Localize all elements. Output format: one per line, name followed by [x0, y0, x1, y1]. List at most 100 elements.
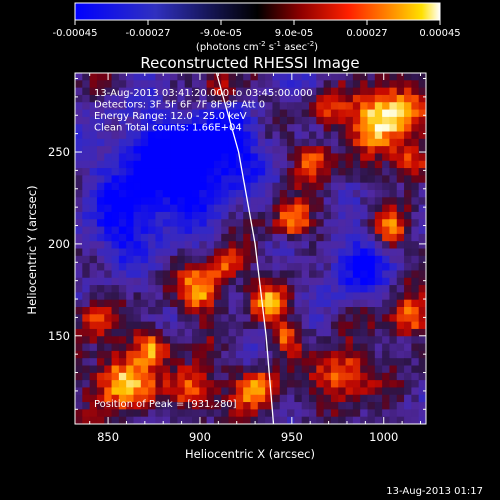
heatmap-cell — [309, 387, 317, 396]
heatmap-cell — [272, 131, 281, 140]
heatmap-cell — [170, 160, 178, 169]
heatmap-cell — [294, 277, 303, 286]
heatmap-cell — [360, 394, 368, 403]
heatmap-cell — [418, 270, 426, 279]
heatmap-cell — [257, 160, 266, 169]
heatmap-cell — [382, 365, 390, 374]
heatmap-cell — [89, 314, 98, 323]
heatmap-cell — [96, 131, 105, 140]
heatmap-cell — [199, 270, 208, 279]
heatmap-cell — [126, 197, 134, 206]
heatmap-cell — [162, 94, 171, 103]
heatmap-cell — [382, 102, 390, 110]
heatmap-cell — [155, 102, 164, 110]
heatmap-cell — [126, 73, 134, 81]
heatmap-cell — [170, 102, 178, 110]
heatmap-cell — [140, 87, 149, 96]
heatmap-cell — [294, 321, 303, 330]
heatmap-cell — [192, 160, 200, 169]
heatmap-cell — [301, 175, 310, 184]
heatmap-cell — [170, 372, 178, 381]
heatmap-cell — [184, 233, 193, 242]
heatmap-cell — [126, 168, 134, 176]
heatmap-cell — [294, 285, 303, 293]
heatmap-cell — [330, 219, 339, 227]
heatmap-cell — [177, 285, 186, 293]
heatmap-cell — [309, 358, 317, 366]
heatmap-cell — [170, 270, 178, 279]
heatmap-cell — [382, 87, 390, 96]
heatmap-cell — [140, 394, 149, 403]
heatmap-cell — [287, 124, 295, 132]
heatmap-cell — [396, 380, 405, 388]
heatmap-cell — [294, 263, 303, 271]
heatmap-cell — [96, 416, 105, 424]
heatmap-cell — [301, 73, 310, 81]
heatmap-cell — [330, 270, 339, 279]
heatmap-cell — [279, 80, 288, 89]
heatmap-cell — [96, 175, 105, 184]
heatmap-cell — [228, 380, 237, 388]
heatmap-cell — [155, 328, 164, 337]
heatmap-cell — [287, 255, 295, 264]
heatmap-cell — [155, 380, 164, 388]
heatmap-cell — [287, 197, 295, 206]
heatmap-cell — [126, 314, 134, 323]
heatmap-cell — [96, 321, 105, 330]
heatmap-cell — [374, 365, 383, 374]
heatmap-cell — [360, 211, 368, 220]
heatmap-cell — [184, 299, 193, 308]
heatmap-cell — [382, 233, 390, 242]
heatmap-cell — [360, 182, 368, 191]
heatmap-cell — [126, 307, 134, 315]
heatmap-cell — [330, 87, 339, 96]
heatmap-cell — [294, 255, 303, 264]
heatmap-cell — [118, 321, 127, 330]
heatmap-cell — [389, 87, 398, 96]
heatmap-cell — [228, 285, 237, 293]
heatmap-cell — [309, 409, 317, 418]
heatmap-cell — [309, 416, 317, 424]
heatmap-cell — [411, 168, 420, 176]
heatmap-cell — [272, 270, 281, 279]
heatmap-cell — [382, 314, 390, 323]
heatmap-cell — [301, 409, 310, 418]
heatmap-cell — [382, 109, 390, 118]
heatmap-cell — [96, 350, 105, 359]
heatmap-cell — [199, 255, 208, 264]
heatmap-cell — [82, 190, 91, 198]
heatmap-cell — [243, 226, 251, 235]
heatmap-cell — [111, 153, 120, 162]
heatmap-cell — [243, 233, 251, 242]
heatmap-cell — [374, 87, 383, 96]
heatmap-cell — [367, 270, 376, 279]
heatmap-cell — [411, 73, 420, 81]
heatmap-cell — [404, 336, 412, 344]
heatmap-cell — [206, 182, 215, 191]
colorbar — [74, 2, 441, 21]
heatmap-cell — [221, 343, 229, 352]
heatmap-cell — [309, 248, 317, 257]
heatmap-cell — [382, 321, 390, 330]
heatmap-cell — [301, 263, 310, 271]
heatmap-cell — [360, 73, 368, 81]
heatmap-cell — [111, 387, 120, 396]
heatmap-cell — [118, 160, 127, 169]
heatmap-cell — [418, 219, 426, 227]
heatmap-cell — [360, 197, 368, 206]
heatmap-cell — [162, 102, 171, 110]
heatmap-cell — [213, 343, 222, 352]
heatmap-cell — [323, 328, 332, 337]
heatmap-cell — [316, 197, 325, 206]
heatmap-cell — [170, 307, 178, 315]
heatmap-cell — [184, 416, 193, 424]
heatmap-cell — [338, 138, 346, 147]
heatmap-cell — [396, 109, 405, 118]
heatmap-cell — [104, 343, 112, 352]
heatmap-cell — [323, 321, 332, 330]
heatmap-cell — [279, 168, 288, 176]
heatmap-cell — [294, 416, 303, 424]
heatmap-cell — [316, 102, 325, 110]
heatmap-cell — [75, 168, 83, 176]
heatmap-cell — [155, 255, 164, 264]
